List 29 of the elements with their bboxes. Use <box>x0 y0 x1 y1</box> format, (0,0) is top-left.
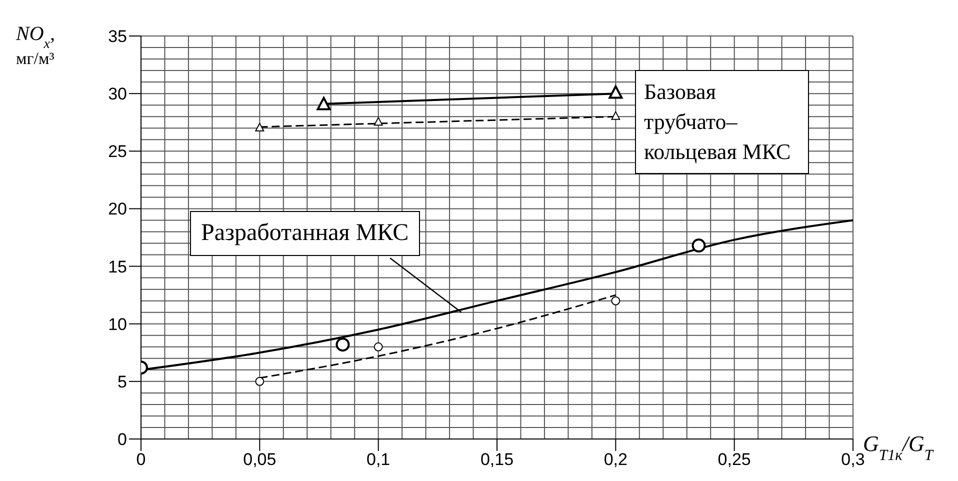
annotation: Базовая трубчато–кольцевая МКС <box>635 70 809 174</box>
x-tick-label: 0,05 <box>243 450 276 470</box>
point <box>374 117 383 126</box>
x-tick-label: 0,2 <box>604 450 628 470</box>
y-tick-label: 5 <box>118 372 127 392</box>
x-tick-label: 0,3 <box>841 450 865 470</box>
y-tick-label: 20 <box>108 200 127 219</box>
annotation: Разработанная МКС <box>190 211 420 256</box>
y-tick-label: 15 <box>108 257 127 276</box>
point <box>336 338 350 352</box>
point <box>611 111 620 120</box>
y-tick-label: 25 <box>108 142 127 162</box>
point <box>255 122 264 132</box>
y-tick-label: 35 <box>108 27 127 46</box>
point <box>608 85 623 99</box>
point <box>374 342 383 352</box>
x-tick-label: 0,15 <box>480 450 514 470</box>
y-tick-label: 0 <box>118 430 127 450</box>
point <box>316 96 331 110</box>
x-tick-label: 0,25 <box>718 450 751 470</box>
y-axis-title: NO$_{x}$, мг/м³ <box>15 23 56 68</box>
x-axis-title: G$_{T1к}$/G$_{T}$ <box>863 431 934 464</box>
point <box>255 376 264 386</box>
x-tick-label: 0 <box>136 450 146 470</box>
point <box>692 238 706 253</box>
y-tick-label: 30 <box>108 84 127 104</box>
y-tick-label: 10 <box>108 314 127 334</box>
point <box>611 296 620 306</box>
x-tick-label: 0,1 <box>366 450 390 470</box>
